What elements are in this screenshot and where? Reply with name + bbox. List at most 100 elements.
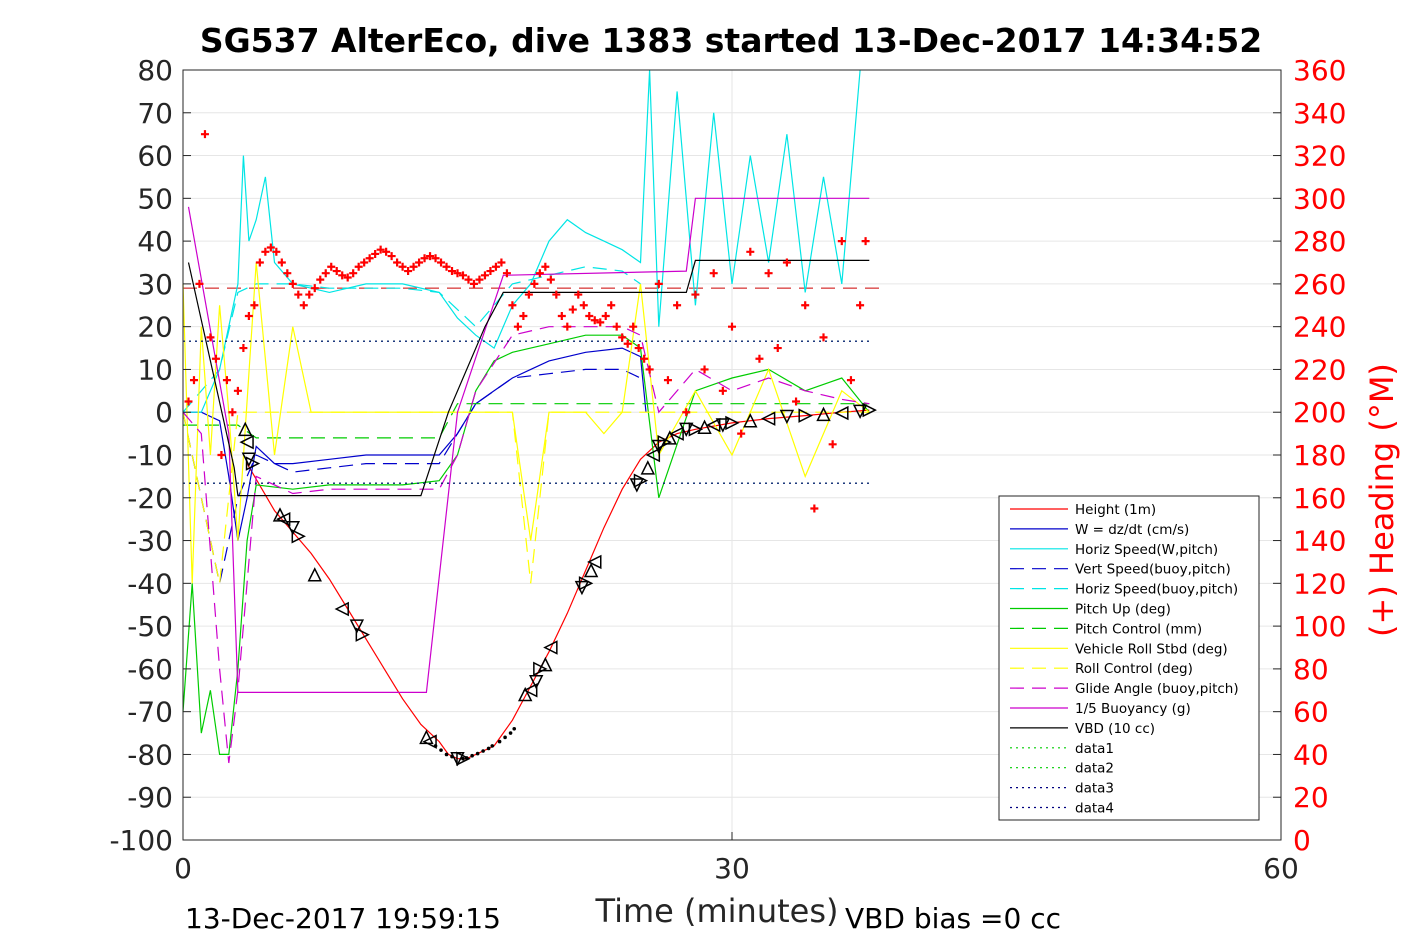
legend-label-5: Pitch Up (deg) (1075, 602, 1171, 618)
heading-point (846, 376, 855, 385)
heading-point (837, 237, 846, 246)
heading-point (623, 339, 632, 348)
heading-point (563, 322, 572, 331)
depth-marker (523, 683, 538, 698)
depth-marker (798, 408, 813, 423)
left-axis: -100-90-80-70-60-50-40-30-20-10010203040… (109, 54, 191, 857)
depth-marker (697, 419, 712, 434)
heading-point (530, 279, 539, 288)
heading-point (828, 440, 837, 449)
legend-label-1: W = dz/dt (cm/s) (1075, 522, 1189, 538)
heading-point (654, 279, 663, 288)
left-tick-label: 60 (137, 140, 173, 173)
left-tick-label: 10 (137, 353, 173, 386)
vbd-bias-label: VBD bias =0 cc (845, 902, 1061, 935)
depth-marker (334, 601, 349, 617)
left-tick-label: 20 (137, 311, 173, 344)
heading-point (728, 322, 736, 331)
depth-marker (307, 567, 322, 582)
depth-marker (291, 529, 306, 544)
legend-label-0: Height (1m) (1075, 502, 1156, 518)
heading-point (195, 279, 204, 288)
legend-label-13: data2 (1075, 761, 1114, 777)
depth-marker (743, 413, 758, 428)
series-line-8 (182, 411, 870, 584)
depth-marker (456, 751, 471, 766)
heading-point (541, 262, 550, 271)
left-tick-label: -50 (127, 610, 173, 643)
heading-point (557, 311, 566, 320)
heading-point (491, 262, 500, 271)
series-line-4 (182, 266, 641, 413)
heading-point (574, 290, 583, 299)
left-tick-label: -100 (109, 824, 173, 857)
heading-point (442, 262, 451, 271)
heading-point (497, 258, 506, 267)
heading-point (431, 254, 440, 263)
heading-point (755, 354, 764, 363)
heading-point (458, 271, 467, 280)
heading-point (387, 252, 396, 261)
right-tick-label: 360 (1293, 54, 1346, 87)
left-tick-label: -30 (127, 525, 173, 558)
right-tick-label: 60 (1293, 696, 1329, 729)
series-line-0 (246, 409, 870, 760)
heading-point (415, 258, 424, 267)
x-axis: 0 30 60 (174, 832, 1299, 885)
heading-point (801, 301, 810, 310)
legend-box (998, 495, 1260, 821)
depth-marker (422, 734, 437, 749)
depth-marker (779, 409, 795, 425)
depth-marker (528, 674, 544, 690)
depth-dot (464, 756, 469, 760)
heading-point (332, 267, 341, 276)
left-tick-label: 40 (137, 225, 173, 258)
heading-point (288, 279, 297, 288)
heading-point (283, 269, 292, 278)
depth-marker (760, 411, 776, 426)
heading-point (764, 269, 773, 278)
heading-point (691, 290, 700, 299)
legend-label-6: Pitch Control (mm) (1075, 621, 1202, 637)
series-line-10 (187, 197, 870, 694)
right-tick-label: 20 (1293, 781, 1329, 814)
legend-label-14: data3 (1075, 781, 1114, 797)
heading-point (404, 267, 413, 276)
heading-point (682, 408, 691, 417)
depth-marker (578, 576, 594, 591)
series-line-1 (183, 347, 647, 541)
heading-point (310, 284, 319, 293)
heading-point (612, 322, 621, 331)
heading-point (596, 318, 605, 327)
right-tick-label: 280 (1293, 225, 1346, 258)
heading-point (233, 386, 242, 395)
heading-point (228, 408, 237, 417)
series-line-5 (182, 334, 870, 756)
depth-marker (275, 511, 291, 527)
depth-marker (816, 406, 831, 422)
depth-marker (583, 562, 599, 578)
depth-marker (725, 415, 740, 431)
heading-point (244, 311, 253, 320)
right-tick-label: 100 (1293, 610, 1346, 643)
heading-point (513, 322, 522, 331)
depth-marker (657, 434, 672, 450)
heading-point (217, 451, 226, 459)
depth-marker (662, 430, 677, 445)
left-tick-label: -90 (127, 781, 173, 814)
heading-point (810, 504, 819, 513)
heading-point (255, 258, 264, 267)
depth-dot (439, 748, 443, 752)
depth-marker (669, 426, 684, 441)
heading-point (546, 275, 555, 284)
heading-point (261, 247, 270, 256)
heading-point (502, 269, 511, 278)
depth-marker (239, 434, 254, 450)
right-tick-label: 340 (1293, 97, 1346, 130)
left-tick-label: -60 (127, 653, 173, 686)
series-line-2 (183, 69, 861, 413)
depth-dot (512, 726, 517, 731)
legend-label-11: VBD (10 cc) (1075, 721, 1155, 737)
left-tick-label: -70 (127, 696, 173, 729)
